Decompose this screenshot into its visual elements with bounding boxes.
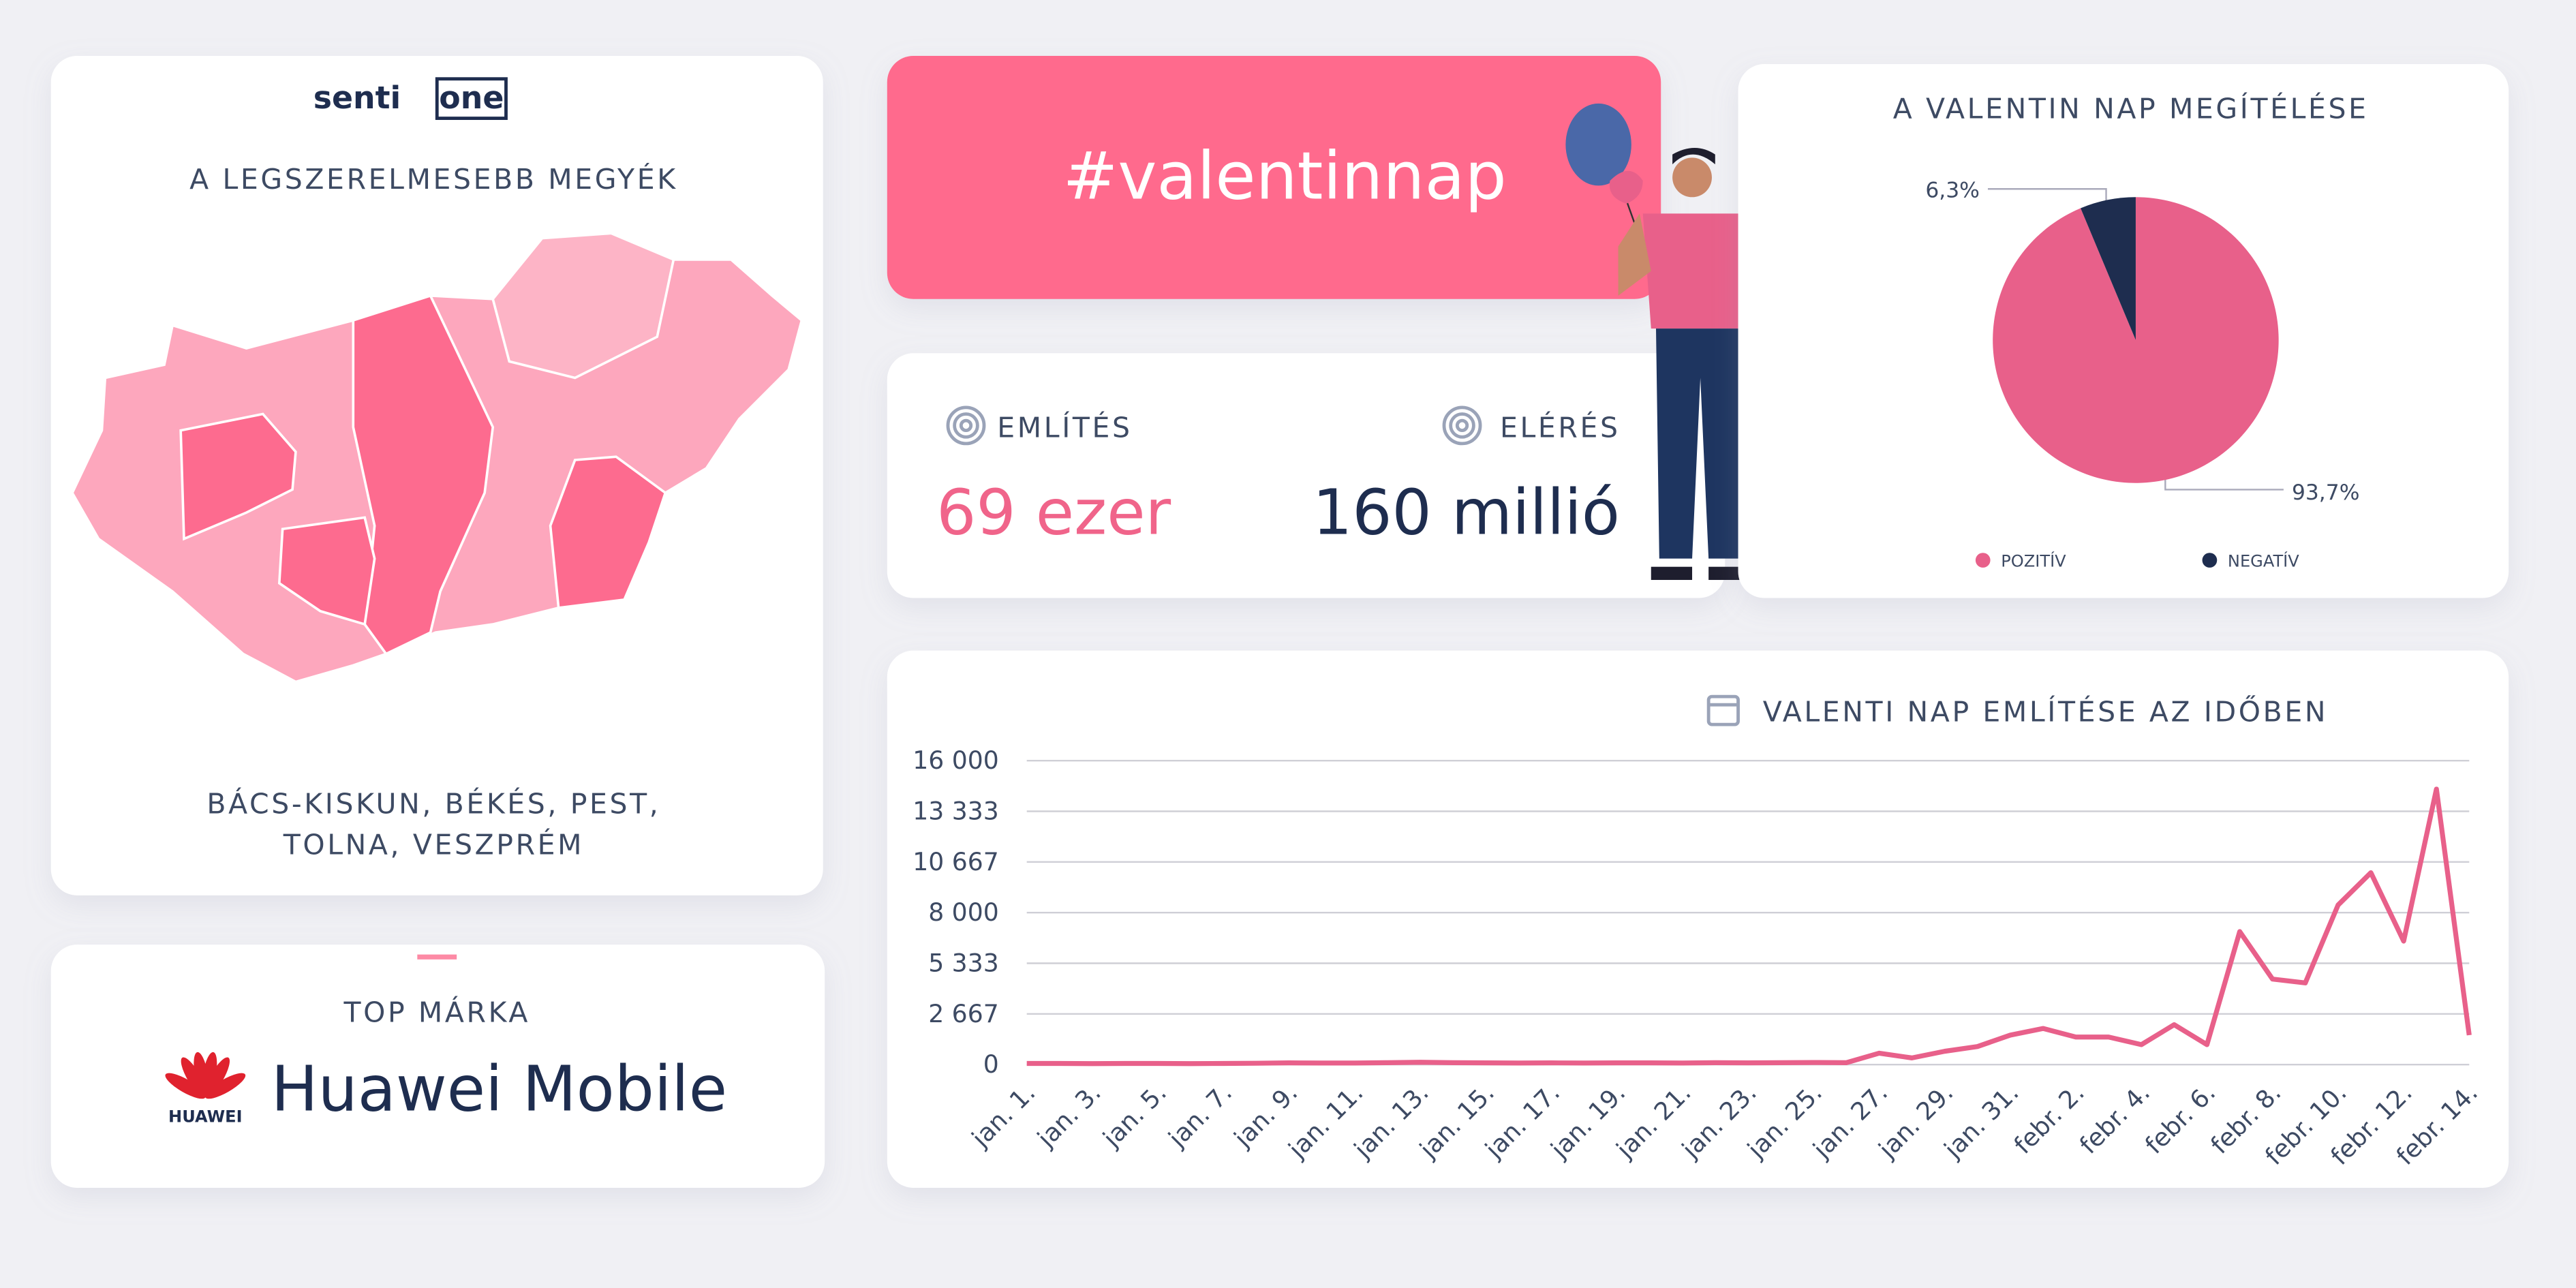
reach-value: 160 millió: [1313, 476, 1620, 549]
y-tick-label: 0: [983, 1049, 999, 1079]
map-county: [352, 294, 495, 656]
y-tick-label: 16 000: [913, 746, 999, 775]
mention-label: EMLÍTÉS: [997, 411, 1132, 444]
map: [71, 232, 803, 684]
counties-line2: TOLNA, VESZPRÉM: [283, 829, 584, 861]
logo-part2: one: [439, 79, 504, 116]
legend-swatch: [2202, 553, 2218, 568]
pie-slice: [2081, 197, 2136, 341]
legend: POZITÍV NEGATÍV: [1975, 551, 2299, 571]
huawei-logo: [165, 1052, 246, 1099]
y-tick-label: 8 000: [928, 898, 999, 927]
counties-line1: BÁCS-KISKUN, BÉKÉS, PEST,: [206, 787, 660, 820]
line-card: [887, 650, 2509, 1188]
map-county: [491, 232, 675, 380]
legend-swatch: [1975, 553, 1991, 568]
logo-part1: senti: [313, 79, 401, 116]
logo-box: [435, 77, 508, 120]
mention-icon: [946, 405, 986, 446]
y-tick-label: 10 667: [913, 847, 999, 876]
pie-title: A VALENTIN NAP MEGÍTÉLÉSE: [1893, 93, 2369, 125]
pie-value-label: 93,7%: [2292, 480, 2360, 505]
map-county: [549, 455, 667, 609]
hashtag-card: [887, 55, 1661, 299]
hashtag: #valentinnap: [1063, 138, 1507, 215]
reach-label: ELÉRÉS: [1500, 411, 1621, 444]
stats-card: [887, 353, 1726, 598]
brand-card: [50, 945, 825, 1188]
leader-line: [1987, 188, 2107, 206]
mention-value: 69 ezer: [936, 476, 1171, 549]
pie-chart: [1993, 197, 2279, 483]
y-tick-label: 5 333: [928, 949, 999, 978]
brand-name: Huawei Mobile: [271, 1053, 727, 1126]
line-title: VALENTI NAP EMLÍTÉSE AZ IDŐBEN: [1763, 694, 2328, 728]
brand-label: TOP MÁRKA: [343, 996, 530, 1028]
map-title: A LEGSZERELMESEBB MEGYÉK: [189, 163, 678, 196]
y-tick-label: 13 333: [913, 797, 999, 826]
y-tick-label: 2 667: [928, 999, 999, 1028]
map-county: [179, 412, 297, 541]
calendar-icon: [1706, 694, 1740, 726]
pie-value-label: 6,3%: [1925, 178, 1980, 202]
legend-label: NEGATÍV: [2228, 551, 2299, 571]
line-series: [1026, 786, 2472, 1067]
leader-line: [2164, 476, 2284, 491]
huawei-logo-text: HUAWEI: [168, 1107, 243, 1126]
brand-accent: [417, 954, 457, 960]
map-county: [277, 516, 376, 626]
legend-label: POZITÍV: [2001, 551, 2066, 571]
reach-icon: [1442, 405, 1482, 446]
